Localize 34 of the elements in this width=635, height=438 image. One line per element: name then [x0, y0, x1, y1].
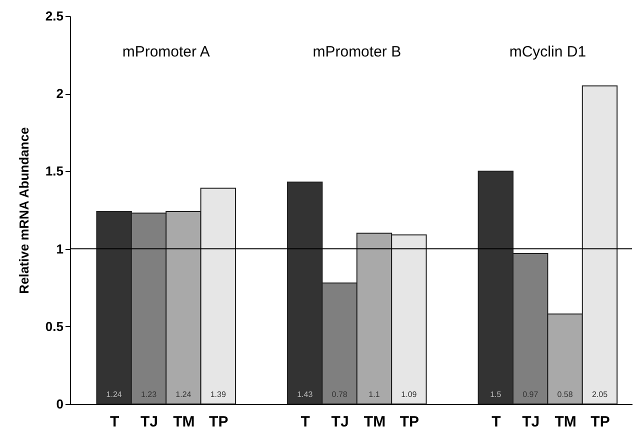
y-tick-label: 1.5: [45, 164, 64, 179]
x-tick-label: TP: [400, 414, 420, 430]
data-label: 1.43: [297, 390, 314, 399]
x-tick-label: TJ: [522, 414, 540, 430]
x-tick-label: TM: [364, 414, 386, 430]
x-tick-label: TJ: [331, 414, 349, 430]
y-tick-label: 0: [56, 396, 64, 412]
data-label: 1.1: [368, 390, 380, 399]
x-tick-label: TM: [554, 414, 576, 430]
y-axis-title: Relative mRNA Abundance: [16, 127, 32, 294]
data-label: 0.97: [522, 390, 539, 399]
data-label: 0.58: [557, 390, 574, 399]
x-tick-label: TP: [590, 414, 610, 430]
y-tick-label: 2: [56, 86, 64, 102]
annotation: mCyclin D1: [509, 44, 586, 61]
y-tick-label: 1: [56, 241, 64, 256]
x-tick-label: T: [492, 414, 501, 430]
data-label: 1.5: [490, 390, 502, 399]
data-label: 2.05: [592, 390, 608, 399]
data-label: 0.78: [332, 390, 348, 399]
y-tick-label: 0.5: [45, 318, 64, 334]
x-tick-label: TJ: [140, 414, 158, 430]
data-label: 1.39: [210, 390, 226, 399]
data-label: 1.24: [176, 390, 192, 399]
x-tick-label: TP: [209, 414, 228, 430]
annotation: mPromoter B: [312, 44, 402, 61]
data-label: 1.24: [106, 390, 122, 399]
data-label: 1.09: [401, 390, 418, 399]
x-tick-label: T: [300, 414, 310, 430]
annotation: mPromoter A: [122, 44, 210, 61]
x-tick-label: T: [110, 414, 120, 430]
y-tick-label: 2.5: [45, 8, 64, 24]
data-label: 1.23: [140, 390, 158, 399]
x-tick-label: TM: [173, 414, 195, 430]
